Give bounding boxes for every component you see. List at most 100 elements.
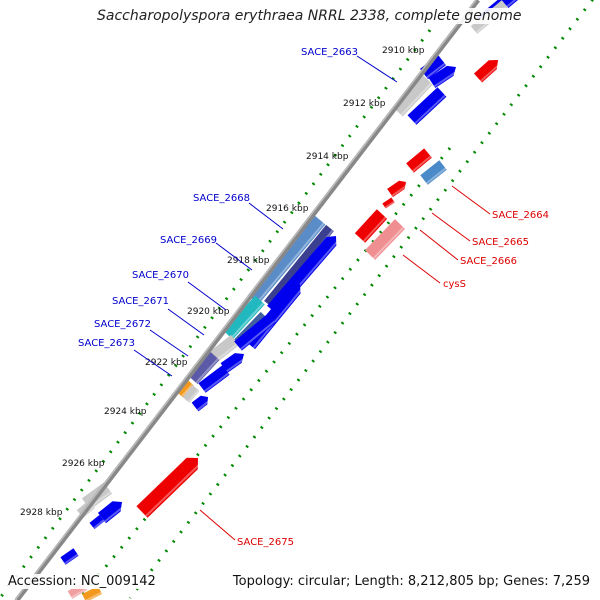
- label-SACE_2669: SACE_2669: [160, 235, 217, 246]
- gene-sace2668-body: [247, 215, 326, 305]
- gene-gray-2922: [182, 385, 200, 403]
- gene-blue-2922: [220, 353, 247, 373]
- leader-SACE_2666: [419, 229, 459, 261]
- gene-blue-2922-shine: [225, 356, 247, 373]
- gene-steel-2914-body: [420, 160, 447, 185]
- gene-sace2663-b: [428, 65, 459, 88]
- leader-SACE_2670: [187, 281, 227, 311]
- gene-sace2673: [188, 351, 220, 385]
- gene-blue-2928: [97, 501, 126, 524]
- gene-sace2663-b-shine: [433, 69, 459, 88]
- label-SACE_2668: SACE_2668: [193, 193, 250, 204]
- gene-blue-2924-body: [191, 395, 208, 412]
- leader-SACE_2663: [356, 55, 398, 83]
- ruler-label-2910-kbp: 2910 kbp: [382, 46, 425, 56]
- ruler-label-2920-kbp: 2920 kbp: [187, 307, 230, 317]
- backbone-line: [15, 0, 480, 600]
- gene-blue-2928-body: [97, 501, 122, 524]
- label-SACE_2663: SACE_2663: [301, 47, 358, 58]
- map-title: Saccharopolyspora erythraea NRRL 2338, c…: [97, 8, 522, 24]
- gene-sace2675: [136, 457, 203, 518]
- gene-sace2665-shine: [362, 216, 387, 242]
- gene-sace2670-body: [223, 295, 265, 340]
- gene-orange-2922: [175, 378, 194, 398]
- gene-blue-2920b-shine: [240, 320, 276, 351]
- gene-sace2668-inner-body: [264, 224, 334, 308]
- genes: [60, 0, 519, 600]
- leader-SACE_2669: [215, 242, 253, 271]
- gene-red-small-b: [382, 197, 395, 209]
- label-SACE_2672: SACE_2672: [94, 319, 151, 330]
- gene-red-small-b-body: [382, 197, 395, 209]
- gene-sace2672-body: [207, 334, 240, 364]
- gene-gray-a-shine: [400, 82, 433, 116]
- leader-SACE_2671: [167, 308, 205, 336]
- label-SACE_2675: SACE_2675: [237, 537, 294, 548]
- gene-blue-2920b-body: [234, 313, 276, 351]
- gene-blue-bottom-body: [60, 548, 79, 565]
- ruler-label-2912-kbp: 2912 kbp: [343, 99, 386, 109]
- gene-sace2670: [223, 295, 265, 340]
- gene-gray-a: [393, 75, 433, 117]
- label-SACE_2666: SACE_2666: [460, 256, 517, 267]
- gene-red-small-b-shine: [384, 200, 395, 209]
- ruler-label-2914-kbp: 2914 kbp: [306, 152, 349, 162]
- leader-SACE_2668: [248, 202, 284, 230]
- gene-steel-2914: [420, 160, 447, 185]
- ruler-label-2918-kbp: 2918 kbp: [227, 256, 270, 266]
- leader-SACE_2675: [199, 509, 236, 541]
- gene-steel-2914-shine: [425, 167, 447, 185]
- gene-gray-a-body: [393, 75, 433, 117]
- gene-red-2914-shine: [412, 155, 432, 172]
- label-SACE_2665: SACE_2665: [472, 237, 529, 248]
- gene-pink-bottom-shine: [71, 587, 88, 599]
- gene-sace2673-shine: [195, 358, 219, 384]
- leader-cysS: [402, 254, 441, 284]
- gene-blue-2922b-shine: [203, 372, 230, 393]
- label-SACE_2664: SACE_2664: [492, 210, 549, 221]
- leader-SACE_2672: [149, 329, 189, 357]
- gene-blue-2912: [407, 87, 447, 125]
- gene-blue-2920b: [234, 313, 276, 351]
- ruler-label-2924-kbp: 2924 kbp: [104, 407, 147, 417]
- gene-sace2663-a-body: [420, 54, 446, 80]
- label-SACE_2673: SACE_2673: [78, 338, 135, 349]
- gene-sace2663-a-shine: [426, 62, 446, 79]
- ruler: 2910 kbp 2912 kbp 2914 kbp 2916 kbp 2918 kbp…: [20, 46, 425, 518]
- track-dots-2: [78, 147, 452, 599]
- ruler-label-2916-kbp: 2916 kbp: [266, 204, 309, 214]
- gene-blue-2922b: [198, 365, 230, 393]
- gene-blue-2928-shine: [104, 504, 126, 523]
- gene-sace2668: [247, 215, 326, 305]
- gene-blue-2912-body: [407, 87, 447, 125]
- gene-red-small-a: [387, 180, 409, 198]
- gene-blue-2924-shine: [196, 399, 211, 411]
- gene-orange-bottom-shine: [84, 591, 102, 600]
- gene-sace2672-shine: [214, 342, 239, 363]
- gene-orange-2922-body: [175, 378, 194, 398]
- label-cysS: cysS: [443, 279, 466, 290]
- gene-sace2663-a: [420, 54, 446, 80]
- label-SACE_2671: SACE_2671: [112, 296, 169, 307]
- gene-red-2914: [406, 148, 432, 173]
- gene-gray-2922-shine: [187, 389, 200, 403]
- gene-orange-bottom: [81, 585, 103, 600]
- gene-top-red-shine: [480, 62, 502, 82]
- gene-top-red: [473, 60, 502, 83]
- gene-sace2665-body: [354, 209, 388, 243]
- gene-red-small-a-shine: [391, 184, 409, 197]
- gene-gray-2922-body: [182, 385, 200, 403]
- leader-SACE_2665: [431, 212, 471, 242]
- gene-sace2672: [207, 334, 240, 364]
- ruler-label-2922-kbp: 2922 kbp: [145, 358, 188, 368]
- label-SACE_2670: SACE_2670: [132, 270, 189, 281]
- gene-blue-2922-body: [220, 353, 244, 373]
- gene-blue-2922b-body: [198, 365, 230, 393]
- accession-text: Accession: NC_009142: [8, 574, 156, 589]
- gene-labels: SACE_2663 SACE_2668 SACE_2669 SACE_2670 SACE…: [78, 47, 549, 548]
- gene-cyss-body: [364, 219, 406, 260]
- gene-blue-bottom-shine: [64, 553, 79, 565]
- gene-blue-2920-shine: [252, 286, 305, 349]
